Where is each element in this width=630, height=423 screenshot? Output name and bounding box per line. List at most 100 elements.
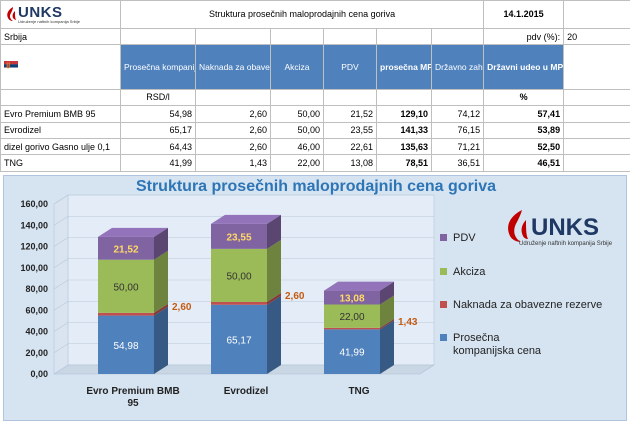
gridline — [53, 194, 434, 205]
data-label: 2,60 — [172, 302, 192, 313]
gridline — [53, 322, 434, 332]
data-label: 22,00 — [339, 312, 364, 323]
y-tick-label: 160,00 — [20, 199, 48, 209]
y-tick-label: 120,00 — [20, 242, 48, 252]
legend-swatch — [440, 301, 447, 308]
flame-icon — [508, 210, 522, 242]
legend-swatch — [440, 334, 447, 341]
col-header: Prosečna kompanijska cena — [120, 44, 196, 90]
data-label: 54,98 — [113, 341, 138, 352]
logo-name: UNKS — [18, 3, 63, 21]
cell: 50,00 — [270, 121, 324, 140]
col-header: Državni udeo u MPC — [483, 44, 565, 90]
table-row: dizel gorivo Gasno ulje 0,1 64,43 2,60 4… — [0, 137, 630, 156]
cell: 22,61 — [323, 137, 377, 156]
bar-segment — [98, 259, 154, 313]
logo-subtitle: Udruženje naftnih kompanija Srbije — [519, 241, 613, 247]
y-tick-label: 60,00 — [25, 305, 48, 315]
flame-icon — [521, 220, 528, 239]
col-header: Akciza — [270, 44, 324, 90]
bar-segment-side — [154, 250, 168, 313]
table-title-row: UNKS Udruženje naftnih kompanija Srbije … — [0, 0, 630, 29]
cell: 2,60 — [195, 121, 271, 140]
bar-segment-side — [267, 239, 281, 302]
bar-segment — [324, 329, 380, 374]
table-title: Struktura prosečnih maloprodajnih cena g… — [119, 0, 485, 29]
cell: 64,43 — [120, 137, 196, 156]
serbia-flag-icon — [4, 60, 18, 71]
col-header: Naknada za obavezne rezerve — [195, 44, 271, 90]
unks-logo: UNKS Udruženje naftnih kompanija Srbije — [4, 5, 117, 24]
bar-segment-side — [267, 295, 281, 374]
col-header: prosečna MPC — [376, 44, 432, 90]
data-label: 1,43 — [398, 317, 418, 328]
cell: 41,99 — [120, 154, 196, 172]
cell: 74,12 — [430, 105, 485, 123]
column-header-row: Prosečna kompanijska cena Naknada za oba… — [0, 44, 630, 90]
legend-label: kompanijska cena — [453, 345, 542, 357]
data-label: 50,00 — [226, 271, 251, 282]
y-tick-label: 40,00 — [25, 327, 48, 337]
data-label: 21,52 — [113, 244, 138, 255]
price-structure-table: UNKS Udruženje naftnih kompanija Srbije … — [0, 0, 630, 172]
cell: 71,21 — [430, 137, 485, 156]
cell: 129,10 — [376, 105, 432, 123]
pdv-value: 20 — [563, 27, 630, 46]
data-label: 2,60 — [285, 291, 305, 302]
cell: 2,60 — [195, 137, 271, 156]
bar-segment-side — [380, 318, 394, 330]
gridline — [53, 343, 434, 354]
legend-swatch — [440, 234, 447, 241]
legend-label: Prosečna — [453, 332, 500, 344]
legend-label: PDV — [453, 232, 476, 244]
row-name: TNG — [0, 154, 121, 172]
chart-title: Struktura prosečnih maloprodajnih cena g… — [135, 178, 497, 195]
y-tick-label: 0,00 — [30, 369, 48, 379]
cell: 50,00 — [270, 105, 324, 123]
x-category-label: Evro Premium BMB — [86, 386, 179, 397]
bar-segment-top — [98, 227, 168, 237]
logo-cell: UNKS Udruženje naftnih kompanija Srbije — [0, 0, 121, 29]
bar-segment-side — [267, 292, 281, 305]
cell: 2,60 — [195, 105, 271, 123]
col-header: PDV — [323, 44, 377, 90]
stacked-bar-chart: 0,00 20,00 40,00 60,00 80,00 100,00 120,00 140,… — [20, 194, 613, 409]
data-label: 50,00 — [113, 282, 138, 293]
cell: 21,52 — [323, 105, 377, 123]
gridline — [53, 215, 434, 226]
cell: 36,51 — [430, 154, 485, 172]
bar-segment — [211, 301, 267, 305]
flag-cell — [0, 44, 121, 90]
bar-segment — [211, 248, 267, 302]
bar-segment-side — [154, 306, 168, 374]
x-category-label: TNG — [348, 386, 369, 397]
chart-panel: Struktura prosečnih maloprodajnih cena g… — [3, 175, 627, 421]
legend-label: Akciza — [453, 266, 486, 278]
bar-segment — [324, 327, 380, 330]
table-date: 14.1.2015 — [483, 0, 565, 29]
cell: 23,55 — [323, 121, 377, 140]
unit-row: RSD/l % — [0, 88, 630, 107]
cell: 65,17 — [120, 121, 196, 140]
data-label: 65,17 — [226, 335, 251, 346]
table-row: Evro Premium BMB 95 54,98 2,60 50,00 21,… — [0, 105, 630, 123]
cell: 1,43 — [195, 154, 271, 172]
bar-segment — [98, 315, 154, 374]
x-category-label: 95 — [127, 398, 139, 409]
gridline — [53, 258, 434, 269]
data-label: 23,55 — [226, 232, 251, 243]
data-label: 41,99 — [339, 348, 364, 359]
unit-left: RSD/l — [120, 88, 196, 107]
bar-segment-side — [380, 295, 394, 328]
cell: 46,00 — [270, 137, 324, 156]
bar-segment — [324, 304, 380, 328]
bar-segment — [324, 290, 380, 305]
cell: 57,41 — [483, 105, 565, 123]
unit-right: % — [483, 88, 565, 107]
table-row: TNG 41,99 1,43 22,00 13,08 78,51 36,51 4… — [0, 154, 630, 172]
table-row: Evrodizel 65,17 2,60 50,00 23,55 141,33 … — [0, 121, 630, 140]
y-tick-label: 80,00 — [25, 284, 48, 294]
bar-segment-top — [324, 281, 394, 291]
y-tick-label: 140,00 — [20, 220, 48, 230]
gridline — [53, 279, 434, 290]
